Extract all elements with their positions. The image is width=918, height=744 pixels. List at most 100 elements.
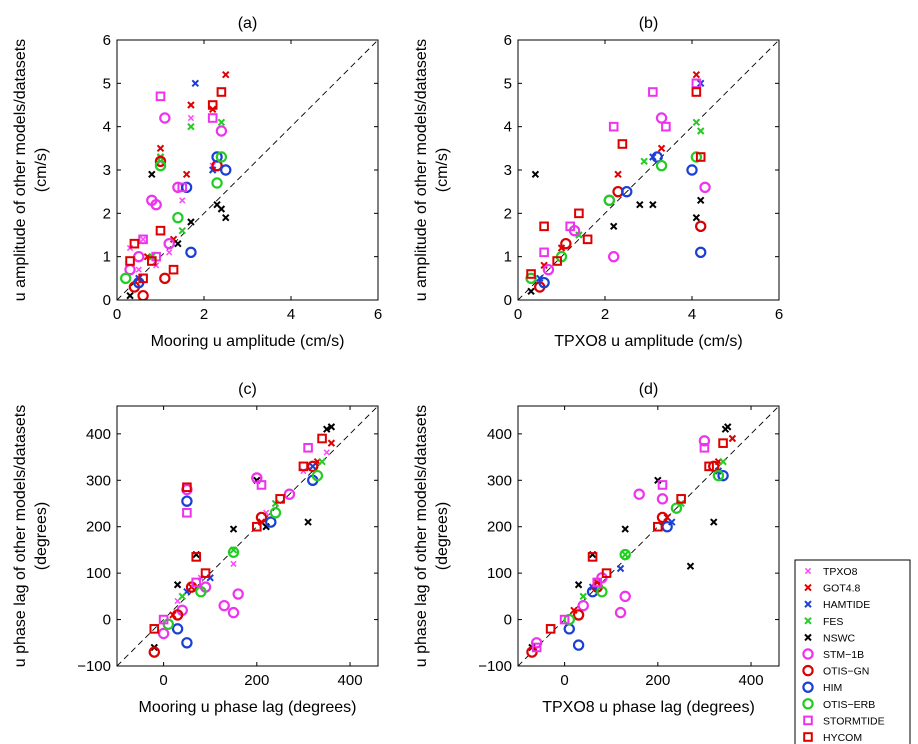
legend-box [794,559,911,744]
point-got4-8 [187,101,195,109]
axes-box [116,405,379,667]
y-tick-label: 1 [103,249,111,266]
y-tick-label: 200 [86,519,111,536]
point-hycom [691,87,702,97]
point-nswc [217,205,226,213]
x-tick-label: 6 [374,306,382,323]
point-otis-gn [159,272,171,285]
point-stormtide [158,614,169,625]
point-hamtide [616,564,625,573]
point-hycom [275,494,285,504]
legend-marker [802,648,814,660]
point-otis-gn [171,609,184,621]
panel-title: (a) [238,15,258,32]
y-tick-label: 0 [504,612,512,629]
point-tpxo8 [230,560,237,567]
point-nswc [327,423,336,431]
legend-item: OTIS−ERB [802,698,875,711]
legend-label: NSWC [823,632,855,644]
point-nswc [721,425,730,433]
point-hamtide [208,166,217,174]
data-points [119,70,232,300]
point-hycom [200,568,211,578]
y-tick-label: 2 [103,205,111,222]
legend-marker [804,633,812,642]
point-fes [217,118,226,127]
point-fes [692,118,701,127]
point-him [185,246,197,259]
point-hamtide [536,274,544,283]
y-tick-label: 2 [504,205,512,222]
point-him [538,276,550,289]
point-got4-8 [156,144,165,153]
point-hycom [168,264,179,275]
point-hycom [252,521,262,532]
point-nswc [636,200,644,209]
point-hycom [138,273,148,284]
point-fes [719,458,727,466]
point-hycom [216,87,227,97]
point-nswc [527,287,535,296]
point-fes [696,127,705,135]
point-nswc [692,213,701,222]
point-nswc [126,291,134,300]
legend-item: FES [804,616,843,628]
legend-label: FES [823,616,843,628]
point-stormtide [592,577,603,588]
point-stormtide [138,234,148,245]
point-got4-8 [557,244,566,252]
point-nswc [531,170,540,179]
point-him [171,623,184,635]
x-tick-label: 400 [739,672,764,689]
point-hycom [676,494,686,504]
point-nswc [174,239,182,248]
legend-label: OTIS−ERB [823,699,875,711]
x-axis-label: TPXO8 u amplitude (cm/s) [554,333,743,350]
y-tick-label: 200 [487,519,512,536]
point-hycom [125,256,135,266]
point-got4-8 [182,170,191,179]
point-nswc [187,218,195,226]
point-hycom [587,552,598,562]
point-tpxo8 [135,266,142,273]
point-him [563,623,575,635]
y-tick-label: −100 [478,658,512,675]
legend-marker [802,681,814,693]
point-stm-1b [608,250,620,263]
panel-title: (d) [639,381,659,398]
y-tick-label: 6 [504,32,512,49]
point-otis-gn [148,646,160,658]
legend-marker [804,617,812,625]
point-stm-1b [218,599,230,612]
axes-box [517,405,780,667]
x-tick-label: 6 [775,306,783,323]
point-hycom [155,225,166,236]
one-to-one-line [117,406,378,666]
point-him [621,185,633,198]
point-nswc [148,170,156,179]
legend-label: TPXO8 [823,566,858,578]
y-axis-label: u phase lag of other models/datasets [12,405,29,667]
point-stormtide [657,480,668,490]
y-axis-label: (cm/s) [434,148,451,192]
legend-marker [804,567,812,575]
point-hycom [601,568,612,578]
y-tick-label: 0 [103,612,111,629]
legend-item: HYCOM [803,732,862,744]
point-tpxo8 [139,236,147,243]
legend-marker [802,698,814,710]
point-fes [178,226,186,235]
y-tick-label: −100 [77,658,111,675]
point-him [265,516,277,528]
point-stormtide [207,113,218,123]
point-him [572,639,585,651]
point-stm-1b [133,250,145,263]
legend: TPXO8 GOT4.8 HAMTIDE FES NSWC STM−1B OTIS−GN HI… [794,559,911,744]
x-tick-label: 0 [159,672,167,689]
point-stm-1b [614,606,627,619]
point-hycom [552,256,562,266]
point-stm-1b [163,237,175,250]
point-hycom [129,238,140,249]
point-hamtide [191,79,200,88]
legend-item: HAMTIDE [804,599,870,611]
